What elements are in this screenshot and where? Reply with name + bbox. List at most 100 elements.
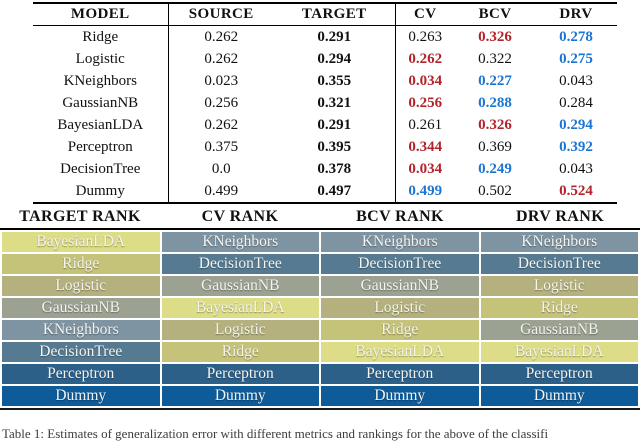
rank-cell: Dummy — [321, 386, 479, 406]
rank-header-bcv: BCV RANK — [356, 207, 444, 225]
target-value: 0.291 — [274, 25, 396, 48]
target-value: 0.291 — [274, 114, 396, 136]
source-value: 0.499 — [204, 182, 239, 199]
rank-cell: KNeighbors — [2, 320, 160, 340]
rank-cell: Perceptron — [161, 364, 319, 384]
rank-row: Ridge DecisionTree DecisionTree Decision… — [2, 254, 638, 274]
table-row: Logistic 0.262 0.294 0.262 0.322 0.275 — [33, 48, 617, 70]
cv-value: 0.262 — [408, 50, 443, 67]
cv-value: 0.261 — [408, 116, 443, 133]
rank-cell: KNeighbors — [321, 232, 479, 252]
column-header-model: MODEL — [33, 3, 169, 26]
drv-value: 0.294 — [559, 116, 593, 133]
rank-cell: DecisionTree — [321, 254, 479, 274]
cv-value: 0.034 — [408, 160, 443, 177]
rank-row: GaussianNB BayesianLDA Logistic Ridge — [2, 298, 638, 318]
rank-row: Logistic GaussianNB GaussianNB Logistic — [2, 276, 638, 296]
target-value: 0.321 — [274, 92, 396, 114]
bcv-value: 0.369 — [478, 138, 512, 155]
rank-cell: BayesianLDA — [480, 342, 638, 362]
rank-cell: DecisionTree — [2, 342, 160, 362]
rank-cell: GaussianNB — [480, 320, 638, 340]
rank-cell: Dummy — [161, 386, 319, 406]
drv-value: 0.043 — [559, 160, 593, 177]
source-value: 0.262 — [204, 28, 239, 45]
column-header-bcv: BCV — [455, 3, 535, 26]
table-bottom-rule — [0, 408, 640, 410]
bcv-value: 0.326 — [478, 116, 512, 133]
table-row: Perceptron 0.375 0.395 0.344 0.369 0.392 — [33, 136, 617, 158]
rank-row: Dummy Dummy Dummy Dummy — [2, 386, 638, 406]
table-row: GaussianNB 0.256 0.321 0.256 0.288 0.284 — [33, 92, 617, 114]
rank-row: Perceptron Perceptron Perceptron Percept… — [2, 364, 638, 384]
rank-cell: Ridge — [161, 342, 319, 362]
rank-header-target: TARGET RANK — [19, 207, 141, 225]
rank-cell: Perceptron — [480, 364, 638, 384]
rank-cell: Logistic — [161, 320, 319, 340]
target-value: 0.355 — [274, 70, 396, 92]
bcv-value: 0.249 — [478, 160, 512, 177]
cv-value: 0.344 — [408, 138, 443, 155]
rank-cell: BayesianLDA — [2, 232, 160, 252]
rank-header-drv: DRV RANK — [515, 207, 605, 225]
rank-cell: KNeighbors — [161, 232, 319, 252]
rank-cell: GaussianNB — [321, 276, 479, 296]
target-value: 0.497 — [274, 180, 396, 203]
rank-cell: Perceptron — [321, 364, 479, 384]
rank-cell: DecisionTree — [161, 254, 319, 274]
rank-cell: DecisionTree — [480, 254, 638, 274]
rank-cell: GaussianNB — [161, 276, 319, 296]
bcv-value: 0.288 — [478, 94, 512, 111]
model-name: DecisionTree — [33, 158, 169, 180]
rank-header-row: TARGET RANK CV RANK BCV RANK DRV RANK — [0, 205, 640, 230]
rank-cell: Ridge — [480, 298, 638, 318]
rank-cell: BayesianLDA — [161, 298, 319, 318]
target-value: 0.395 — [274, 136, 396, 158]
bcv-value: 0.502 — [478, 182, 512, 199]
rank-cell: Ridge — [2, 254, 160, 274]
table-caption: Table 1: Estimates of generalization err… — [2, 426, 549, 441]
source-value: 0.262 — [204, 50, 239, 67]
rank-cell: Perceptron — [2, 364, 160, 384]
rank-cell: GaussianNB — [2, 298, 160, 318]
source-value: 0.0 — [211, 160, 231, 177]
drv-value: 0.284 — [559, 94, 593, 111]
model-name: Dummy — [33, 180, 169, 203]
drv-value: 0.278 — [559, 28, 593, 45]
rank-cell: Dummy — [2, 386, 160, 406]
table-row: Dummy 0.499 0.497 0.499 0.502 0.524 — [33, 180, 617, 203]
drv-value: 0.043 — [559, 72, 593, 89]
drv-value: 0.392 — [559, 138, 593, 155]
source-value: 0.256 — [204, 94, 239, 111]
model-name: BayesianLDA — [33, 114, 169, 136]
rank-cell: Logistic — [480, 276, 638, 296]
results-header-row: MODEL SOURCE TARGET CV BCV DRV — [33, 3, 617, 26]
model-name: Perceptron — [33, 136, 169, 158]
rank-cell: Logistic — [321, 298, 479, 318]
table-row: BayesianLDA 0.262 0.291 0.261 0.326 0.29… — [33, 114, 617, 136]
bcv-value: 0.322 — [478, 50, 512, 67]
rank-row: BayesianLDA KNeighbors KNeighbors KNeigh… — [2, 232, 638, 252]
source-value: 0.375 — [204, 138, 239, 155]
rank-row: DecisionTree Ridge BayesianLDA BayesianL… — [2, 342, 638, 362]
source-value: 0.023 — [204, 72, 239, 89]
rank-cell: Ridge — [321, 320, 479, 340]
rank-cell: BayesianLDA — [321, 342, 479, 362]
cv-value: 0.256 — [408, 94, 443, 111]
rank-cell: KNeighbors — [480, 232, 638, 252]
column-header-source: SOURCE — [168, 3, 274, 26]
drv-value: 0.524 — [559, 182, 593, 199]
results-table: MODEL SOURCE TARGET CV BCV DRV Ridge 0.2… — [33, 2, 617, 204]
table-row: DecisionTree 0.0 0.378 0.034 0.249 0.043 — [33, 158, 617, 180]
rank-cell: Logistic — [2, 276, 160, 296]
rank-cell: Dummy — [480, 386, 638, 406]
table-row: Ridge 0.262 0.291 0.263 0.326 0.278 — [33, 25, 617, 48]
drv-value: 0.275 — [559, 50, 593, 67]
table-row: KNeighbors 0.023 0.355 0.034 0.227 0.043 — [33, 70, 617, 92]
model-name: GaussianNB — [33, 92, 169, 114]
column-header-drv: DRV — [535, 3, 617, 26]
model-name: KNeighbors — [33, 70, 169, 92]
rank-row: KNeighbors Logistic Ridge GaussianNB — [2, 320, 638, 340]
rank-header-cv: CV RANK — [201, 207, 279, 225]
